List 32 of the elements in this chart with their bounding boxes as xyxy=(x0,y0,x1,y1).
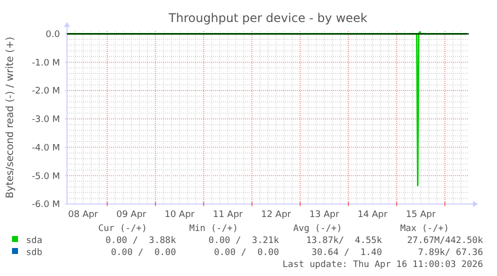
y-axis-title: Bytes/second read (-) / write (+) xyxy=(5,36,16,198)
text: 7.89k/ 67.36 xyxy=(418,248,483,258)
legend-label: sda xyxy=(26,236,42,246)
y-tick-label: -3.0 M xyxy=(32,115,60,126)
text: 30.64 / 1.40 xyxy=(312,248,382,258)
x-tick-label: 10 Apr xyxy=(164,210,195,220)
text: Last update: Thu Apr 16 11:00:03 2026 xyxy=(282,260,483,270)
text: 0.00 / 0.00 xyxy=(110,248,176,258)
text: 0.00 / 0.00 xyxy=(214,248,279,258)
text: 0.00 / 3.88k xyxy=(106,236,177,246)
text: Avg (-/+) xyxy=(293,224,342,234)
y-tick-label: -5.0 M xyxy=(32,172,60,182)
text: 0.00 / 3.21k xyxy=(208,236,280,246)
text: Cur (-/+) xyxy=(98,224,147,234)
legend-label: sdb xyxy=(26,248,42,258)
y-tick-label: -2.0 M xyxy=(32,86,60,97)
x-tick-label: 11 Apr xyxy=(212,210,244,220)
x-tick-label: 08 Apr xyxy=(68,210,98,220)
y-tick-label: -1.0 M xyxy=(32,58,60,68)
chart-title: Throughput per device - by week xyxy=(168,11,368,25)
text: 13.87k/ 4.55k xyxy=(306,236,383,246)
y-tick-label: -4.0 M xyxy=(32,143,60,154)
x-tick-label: 15 Apr xyxy=(406,210,436,220)
x-tick-label: 12 Apr xyxy=(261,210,292,220)
y-tick-label: -6.0 M xyxy=(32,200,60,210)
text: 27.67M/442.50k xyxy=(407,236,484,246)
y-tick-label: 0.0 xyxy=(46,30,60,40)
text: Max (-/+) xyxy=(400,224,449,234)
x-tick-label: 09 Apr xyxy=(116,210,147,220)
text: Min (-/+) xyxy=(189,224,238,234)
x-tick-label: 13 Apr xyxy=(309,210,340,220)
x-tick-label: 14 Apr xyxy=(358,210,388,220)
